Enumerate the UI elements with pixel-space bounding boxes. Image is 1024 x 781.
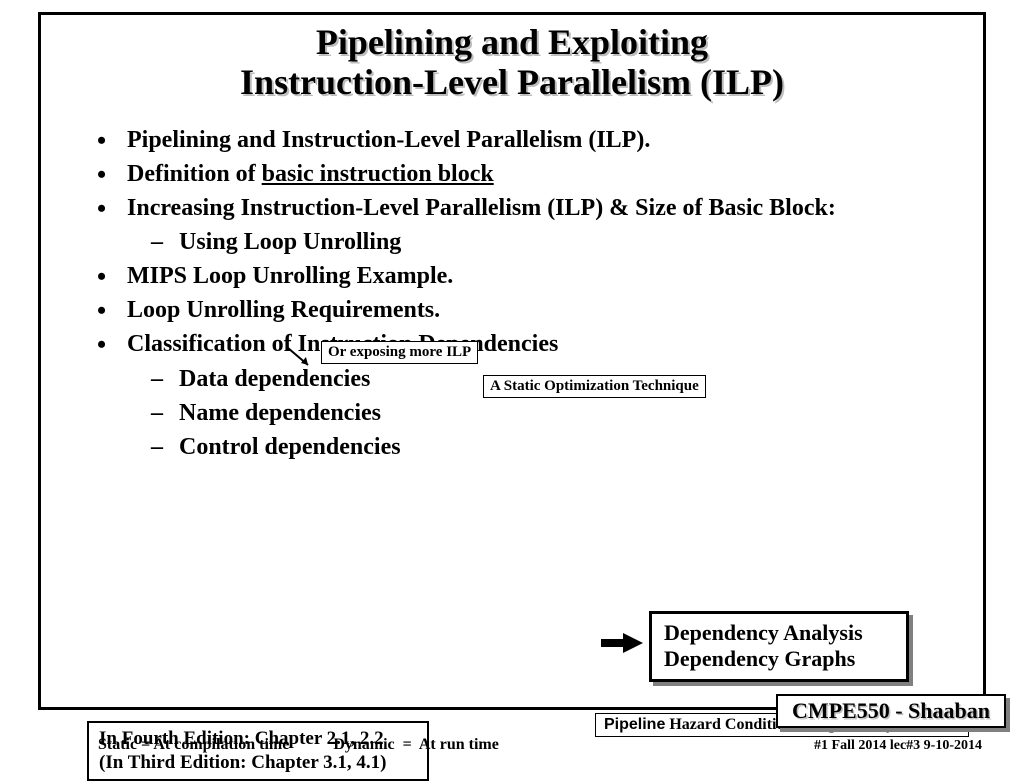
bullet-1-text: Pipelining and Instruction-Level Paralle…	[127, 127, 650, 153]
footer-right-text: #1 Fall 2014 lec#3 9-10-2014	[814, 738, 982, 753]
bullet-2-pre: Definition of	[127, 161, 262, 187]
bullet-3: Increasing Instruction-Level Parallelism…	[89, 191, 949, 259]
bullet-2: Definition of basic instruction block	[89, 157, 949, 191]
course-label: CMPE550 - Shaaban	[776, 694, 1006, 728]
bullet-6-sub3: Control dependencies	[145, 430, 949, 464]
callout-dep-line2: Dependency Graphs	[664, 646, 855, 671]
slide-frame: Pipelining and Exploiting Instruction-Le…	[38, 12, 986, 710]
callout-static-opt-text: A Static Optimization Technique	[490, 378, 699, 394]
callout-static-opt: A Static Optimization Technique	[483, 375, 706, 398]
callout-or-exposing-text: Or exposing more ILP	[328, 344, 471, 360]
callout-dep-line1: Dependency Analysis	[664, 620, 863, 645]
course-text: CMPE550 - Shaaban	[792, 698, 990, 723]
bullet-6-sub1-text: Data dependencies	[179, 366, 370, 392]
content-area: Pipelining and Instruction-Level Paralle…	[89, 123, 949, 464]
bullet-2-underline: basic instruction block	[262, 161, 494, 187]
bullet-6-sub3-text: Control dependencies	[179, 434, 401, 460]
bullet-4: MIPS Loop Unrolling Example.	[89, 259, 949, 293]
bullet-3-text: Increasing Instruction-Level Parallelism…	[127, 195, 836, 221]
footer-left-text: Static = At compilation time Dynamic = A…	[98, 736, 499, 753]
bullet-6-sub2-text: Name dependencies	[179, 400, 381, 426]
bullet-3-sub-text: Using Loop Unrolling	[179, 229, 401, 255]
bullet-4-text: MIPS Loop Unrolling Example.	[127, 263, 453, 289]
bullet-6-sub2: Name dependencies	[145, 396, 949, 430]
title-line1: Pipelining and Exploiting	[316, 22, 708, 62]
callout-edition-l2: (In Third Edition: Chapter 3.1, 4.1)	[99, 752, 387, 773]
bullet-1: Pipelining and Instruction-Level Paralle…	[89, 123, 949, 157]
bullet-3-sub: Using Loop Unrolling	[145, 225, 949, 259]
callout-hazard-pre: Pipeline	[604, 716, 665, 733]
bullet-list: Pipelining and Instruction-Level Paralle…	[89, 123, 949, 464]
callout-dependency: Dependency Analysis Dependency Graphs	[649, 611, 909, 682]
callout-or-exposing: Or exposing more ILP	[321, 341, 478, 364]
bullet-5: Loop Unrolling Requirements.	[89, 293, 949, 327]
footer-right: #1 Fall 2014 lec#3 9-10-2014	[814, 738, 982, 754]
arrow-right-icon	[599, 631, 645, 655]
bullet-5-text: Loop Unrolling Requirements.	[127, 297, 440, 323]
slide-title: Pipelining and Exploiting Instruction-Le…	[41, 23, 983, 102]
title-line2: Instruction-Level Parallelism (ILP)	[240, 62, 784, 102]
footer-left: Static = At compilation time Dynamic = A…	[98, 736, 499, 754]
